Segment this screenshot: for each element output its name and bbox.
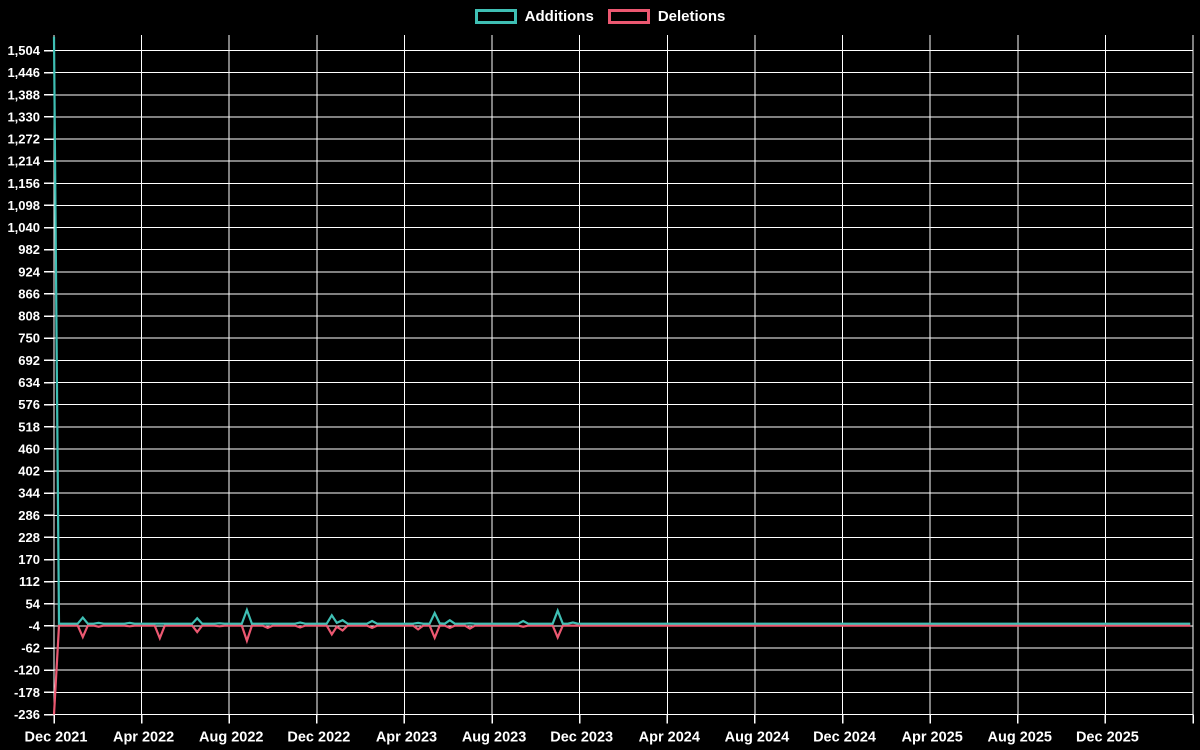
y-tick-label: 1,272	[7, 132, 40, 147]
x-tick-label: Aug 2022	[199, 730, 263, 746]
y-tick-label: 228	[18, 530, 40, 545]
y-tick-label: 1,388	[7, 87, 40, 102]
y-tick-label: 692	[18, 353, 40, 368]
x-tick-label: Apr 2025	[902, 730, 963, 746]
y-tick-label: 344	[18, 486, 40, 501]
y-tick-label: -4	[28, 618, 40, 633]
y-tick-label: 1,156	[7, 176, 40, 191]
y-tick-label: 460	[18, 441, 40, 456]
x-tick-label: Apr 2022	[113, 730, 174, 746]
y-tick-label: 54	[26, 596, 41, 611]
additions-swatch-icon	[474, 9, 517, 24]
y-tick-label: 1,214	[7, 154, 40, 169]
x-tick-label: Dec 2021	[25, 730, 88, 746]
y-tick-label: 518	[18, 419, 40, 434]
y-tick-label: 866	[18, 286, 40, 301]
y-tick-label: 808	[18, 309, 40, 324]
y-tick-label: 1,446	[7, 65, 40, 80]
additions-line	[52, 36, 1191, 625]
y-tick-label: 576	[18, 397, 40, 412]
y-tick-label: -120	[14, 663, 40, 678]
y-tick-label: -236	[14, 707, 40, 722]
legend-label-additions: Additions	[524, 8, 594, 25]
y-tick-label: 982	[18, 242, 40, 257]
y-tick-label: 634	[18, 375, 40, 390]
y-tick-label: 1,098	[7, 198, 40, 213]
y-tick-label: -62	[21, 641, 40, 656]
deletions-swatch-icon	[607, 9, 650, 24]
chart-legend: Additions Deletions	[0, 8, 1200, 25]
x-tick-label: Aug 2025	[988, 730, 1052, 746]
y-tick-label: 924	[18, 264, 40, 279]
x-tick-label: Aug 2024	[725, 730, 789, 746]
y-tick-label: 750	[18, 331, 40, 346]
y-tick-label: -178	[14, 685, 40, 700]
deletions-line	[52, 624, 1191, 715]
y-tick-label: 1,040	[7, 220, 40, 235]
y-tick-label: 1,330	[7, 109, 40, 124]
x-tick-label: Apr 2024	[639, 730, 700, 746]
legend-item-additions[interactable]: Additions	[474, 8, 594, 25]
y-tick-label: 170	[18, 552, 40, 567]
y-tick-label: 1,504	[7, 43, 40, 58]
y-tick-label: 112	[19, 574, 40, 589]
legend-item-deletions[interactable]: Deletions	[607, 8, 726, 25]
legend-label-deletions: Deletions	[657, 8, 726, 25]
y-tick-label: 402	[18, 464, 40, 479]
x-tick-label: Dec 2024	[813, 730, 876, 746]
x-tick-label: Apr 2023	[376, 730, 437, 746]
x-tick-label: Dec 2022	[287, 730, 350, 746]
x-tick-label: Aug 2023	[462, 730, 526, 746]
y-tick-label: 286	[18, 508, 40, 523]
x-tick-label: Dec 2025	[1076, 730, 1139, 746]
x-tick-label: Dec 2023	[550, 730, 613, 746]
